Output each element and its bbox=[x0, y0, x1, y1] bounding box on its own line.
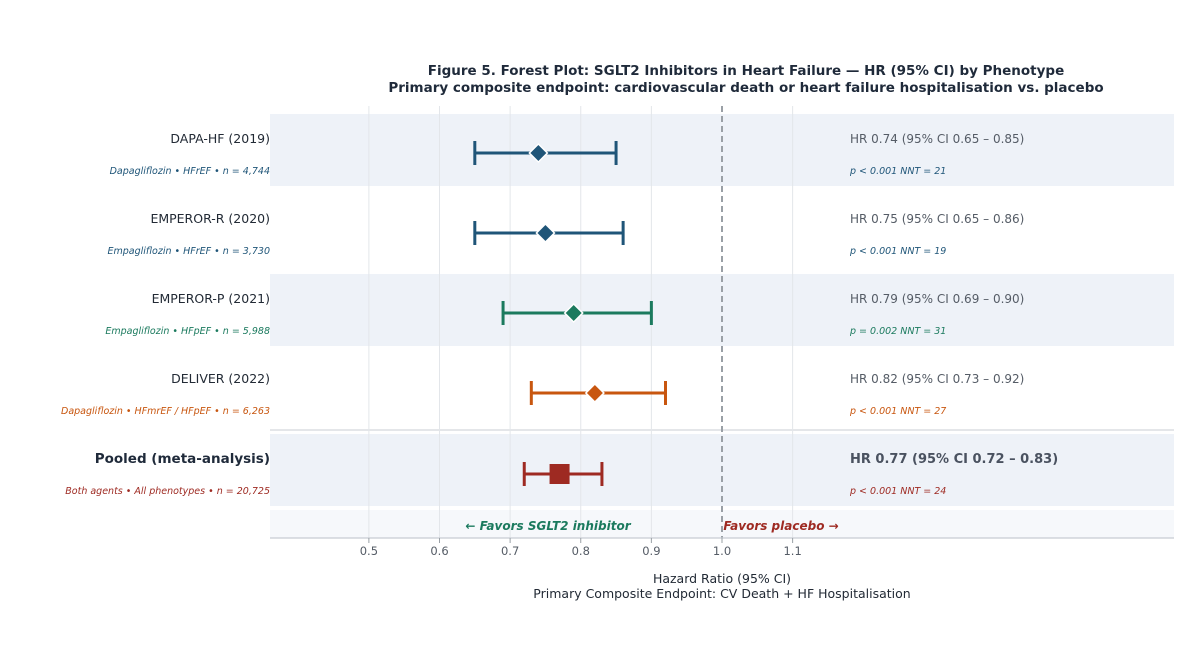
study-name: DAPA-HF (2019) bbox=[170, 131, 270, 146]
p-annotation: p < 0.001 NNT = 21 bbox=[849, 166, 946, 177]
favor-band bbox=[270, 510, 1174, 538]
study-row: DAPA-HF (2019) Dapagliflozin • HFrEF • n … bbox=[110, 131, 1025, 177]
hr-annotation: HR 0.77 (95% CI 0.72 – 0.83) bbox=[850, 452, 1058, 467]
x-axis-sublabel: Primary Composite Endpoint: CV Death + H… bbox=[533, 586, 910, 601]
study-row: EMPEROR-R (2020) Empagliflozin • HFrEF • … bbox=[108, 211, 1025, 257]
chart-subtitle: Primary composite endpoint: cardiovascul… bbox=[388, 80, 1103, 96]
study-row: EMPEROR-P (2021) Empagliflozin • HFpEF • … bbox=[105, 291, 1024, 337]
favor-right-label: Favors placebo → bbox=[723, 519, 838, 533]
p-annotation: p < 0.001 NNT = 27 bbox=[849, 406, 946, 417]
p-annotation: p < 0.001 NNT = 19 bbox=[849, 246, 946, 257]
study-row: DELIVER (2022) Dapagliflozin • HFmrEF / H… bbox=[61, 371, 1024, 417]
study-row: Pooled (meta-analysis) Both agents • All … bbox=[65, 451, 1058, 497]
hr-point bbox=[549, 464, 570, 484]
favor-left-label: ← Favors SGLT2 inhibitor bbox=[465, 519, 631, 533]
hr-annotation: HR 0.75 (95% CI 0.65 – 0.86) bbox=[850, 212, 1024, 226]
p-annotation: p = 0.002 NNT = 31 bbox=[849, 326, 946, 337]
study-name: DELIVER (2022) bbox=[171, 371, 270, 386]
x-tick-label: 0.9 bbox=[642, 544, 660, 558]
study-subtitle: Empagliflozin • HFpEF • n = 5,988 bbox=[105, 326, 270, 337]
study-rows: DAPA-HF (2019) Dapagliflozin • HFrEF • n … bbox=[61, 131, 1058, 497]
x-tick-label: 0.7 bbox=[501, 544, 519, 558]
study-subtitle: Both agents • All phenotypes • n = 20,72… bbox=[65, 486, 270, 497]
study-name: EMPEROR-P (2021) bbox=[152, 291, 270, 306]
study-name: Pooled (meta-analysis) bbox=[95, 451, 270, 467]
x-tick-label: 0.6 bbox=[430, 544, 448, 558]
hr-point bbox=[584, 382, 605, 404]
study-name: EMPEROR-R (2020) bbox=[150, 211, 270, 226]
x-tick-label: 1.0 bbox=[713, 544, 731, 558]
x-tick-label: 1.1 bbox=[783, 544, 801, 558]
hr-point bbox=[535, 222, 556, 244]
study-subtitle: Dapagliflozin • HFmrEF / HFpEF • n = 6,2… bbox=[61, 406, 270, 417]
x-tick-label: 0.8 bbox=[572, 544, 590, 558]
hr-annotation: HR 0.74 (95% CI 0.65 – 0.85) bbox=[850, 132, 1024, 146]
x-axis-label: Hazard Ratio (95% CI) bbox=[653, 571, 791, 586]
p-annotation: p < 0.001 NNT = 24 bbox=[849, 486, 946, 497]
study-subtitle: Dapagliflozin • HFrEF • n = 4,744 bbox=[110, 166, 270, 177]
x-tick-label: 0.5 bbox=[360, 544, 378, 558]
x-axis: 0.5 0.6 0.7 0.8 0.9 1.0 1.1 bbox=[270, 537, 1174, 558]
hr-point bbox=[528, 142, 549, 164]
chart-title: Figure 5. Forest Plot: SGLT2 Inhibitors … bbox=[428, 63, 1065, 79]
hr-point bbox=[563, 302, 584, 324]
study-subtitle: Empagliflozin • HFrEF • n = 3,730 bbox=[108, 246, 271, 257]
hr-annotation: HR 0.79 (95% CI 0.69 – 0.90) bbox=[850, 292, 1024, 306]
hr-annotation: HR 0.82 (95% CI 0.73 – 0.92) bbox=[850, 372, 1024, 386]
